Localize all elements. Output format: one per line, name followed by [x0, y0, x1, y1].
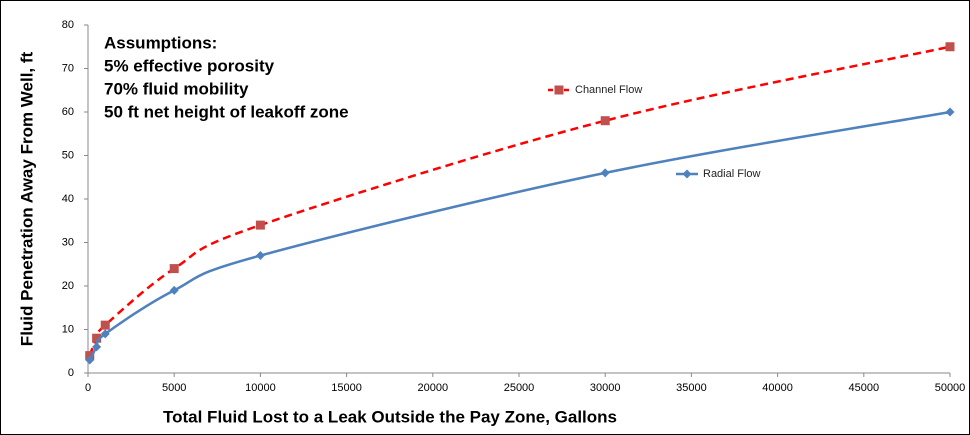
x-tick-label: 40000 — [762, 382, 793, 394]
x-tick-label: 0 — [85, 382, 91, 394]
data-point — [169, 264, 179, 274]
data-point — [945, 42, 955, 52]
x-axis-title: Total Fluid Lost to a Leak Outside the P… — [163, 407, 617, 426]
legend-marker — [682, 169, 692, 179]
data-point — [100, 329, 110, 339]
x-tick-label: 30000 — [590, 382, 621, 394]
annotation: 50 ft net height of leakoff zone — [104, 102, 349, 121]
y-tick-label: 20 — [62, 280, 74, 292]
x-tick-label: 10000 — [245, 382, 276, 394]
annotation: Assumptions: — [104, 33, 217, 52]
y-tick-label: 0 — [68, 367, 74, 379]
data-point — [92, 342, 102, 352]
data-point — [169, 285, 179, 295]
data-point — [600, 116, 610, 126]
y-axis-title: Fluid Penetration Away From Well, ft — [17, 51, 36, 346]
data-point — [100, 320, 110, 330]
legend-label: Channel Flow — [575, 84, 642, 96]
series-line — [88, 45, 951, 357]
x-tick-label: 5000 — [162, 382, 186, 394]
x-tick-label: 20000 — [418, 382, 449, 394]
data-point — [945, 107, 955, 117]
y-tick-label: 80 — [62, 19, 74, 31]
data-point — [255, 220, 265, 230]
x-tick-label: 35000 — [676, 382, 707, 394]
y-tick-label: 70 — [62, 62, 74, 74]
x-tick-label: 50000 — [935, 382, 966, 394]
data-point — [85, 355, 95, 365]
data-point — [92, 333, 102, 343]
data-point — [600, 168, 610, 178]
annotation: 70% fluid mobility — [104, 79, 249, 98]
y-tick-label: 60 — [62, 106, 74, 118]
legend-marker — [554, 85, 564, 95]
series-line — [88, 110, 951, 361]
y-tick-label: 40 — [62, 193, 74, 205]
x-tick-label: 45000 — [849, 382, 880, 394]
x-tick-label: 15000 — [331, 382, 362, 394]
x-tick-label: 25000 — [504, 382, 535, 394]
y-tick-label: 10 — [62, 323, 74, 335]
legend-label: Radial Flow — [703, 168, 761, 180]
y-tick-label: 50 — [62, 149, 74, 161]
y-tick-label: 30 — [62, 236, 74, 248]
data-point — [255, 251, 265, 261]
annotation: 5% effective porosity — [104, 56, 275, 75]
